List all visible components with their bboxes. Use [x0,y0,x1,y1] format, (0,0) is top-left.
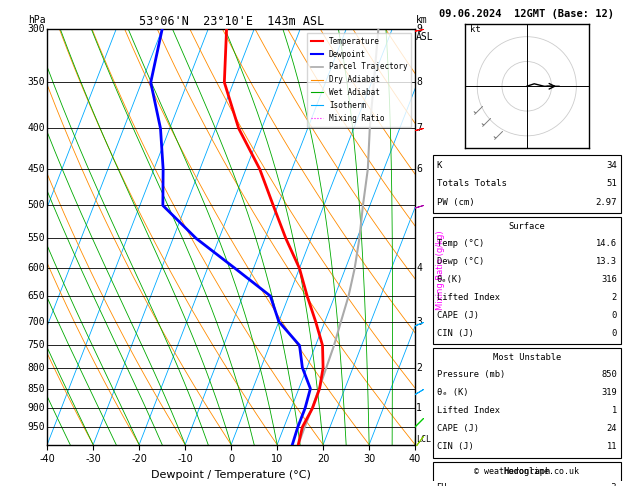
Title: 53°06'N  23°10'E  143m ASL: 53°06'N 23°10'E 143m ASL [138,15,324,28]
Text: ASL: ASL [416,32,433,42]
Text: 650: 650 [28,291,45,301]
Text: 900: 900 [28,403,45,413]
Text: 950: 950 [28,422,45,432]
Text: kt: kt [470,25,481,34]
Text: -3: -3 [606,483,617,486]
Text: 14.6: 14.6 [596,239,617,247]
Text: 400: 400 [28,123,45,134]
Text: 750: 750 [28,340,45,350]
Text: CAPE (J): CAPE (J) [437,424,479,433]
Bar [433,155,621,213]
Text: PW (cm): PW (cm) [437,197,474,207]
Text: LCL: LCL [416,435,431,444]
Bar [433,462,621,486]
Text: 34: 34 [606,161,617,170]
Text: 450: 450 [28,164,45,174]
Text: 2.97: 2.97 [596,197,617,207]
Text: 11: 11 [606,442,617,451]
Text: 850: 850 [28,383,45,394]
Text: 8: 8 [416,77,422,87]
Text: Surface: Surface [508,222,545,231]
Text: 4: 4 [416,263,422,274]
Text: EH: EH [437,483,447,486]
Text: 7: 7 [416,123,422,134]
Text: CAPE (J): CAPE (J) [437,311,479,320]
Text: 550: 550 [28,233,45,243]
Text: CIN (J): CIN (J) [437,442,474,451]
Text: Hodograph: Hodograph [503,467,550,476]
Text: 600: 600 [28,263,45,274]
Text: θₑ (K): θₑ (K) [437,388,468,397]
Text: θₑ(K): θₑ(K) [437,275,463,284]
Text: Lifted Index: Lifted Index [437,406,499,415]
Text: 09.06.2024  12GMT (Base: 12): 09.06.2024 12GMT (Base: 12) [439,9,615,18]
Text: 1: 1 [416,403,422,413]
Text: 319: 319 [601,388,617,397]
Text: 0: 0 [612,311,617,320]
Text: 0: 0 [612,329,617,338]
Text: CIN (J): CIN (J) [437,329,474,338]
Text: 700: 700 [28,316,45,327]
Text: 2: 2 [612,293,617,302]
Text: km: km [416,15,428,25]
Text: © weatheronline.co.uk: © weatheronline.co.uk [474,468,579,476]
Text: 3: 3 [416,316,422,327]
Text: Pressure (mb): Pressure (mb) [437,370,505,379]
Legend: Temperature, Dewpoint, Parcel Trajectory, Dry Adiabat, Wet Adiabat, Isotherm, Mi: Temperature, Dewpoint, Parcel Trajectory… [308,33,411,126]
Text: Dewp (°C): Dewp (°C) [437,257,484,265]
Bar [433,348,621,458]
Text: hPa: hPa [28,15,45,25]
Text: 2: 2 [416,363,422,373]
Text: 500: 500 [28,200,45,210]
Text: 6: 6 [416,164,422,174]
Text: Most Unstable: Most Unstable [493,353,561,362]
X-axis label: Dewpoint / Temperature (°C): Dewpoint / Temperature (°C) [151,470,311,480]
Text: Lifted Index: Lifted Index [437,293,499,302]
Text: 51: 51 [606,179,617,189]
Text: 316: 316 [601,275,617,284]
Bar [433,217,621,345]
Text: 1: 1 [612,406,617,415]
Text: Temp (°C): Temp (°C) [437,239,484,247]
Text: 300: 300 [28,24,45,34]
Text: 13.3: 13.3 [596,257,617,265]
Text: Totals Totals: Totals Totals [437,179,506,189]
Text: 850: 850 [601,370,617,379]
Text: K: K [437,161,442,170]
Text: 350: 350 [28,77,45,87]
Text: 24: 24 [606,424,617,433]
Text: 800: 800 [28,363,45,373]
Text: Mixing Ratio (g/kg): Mixing Ratio (g/kg) [437,230,445,310]
Text: 9: 9 [416,24,422,34]
